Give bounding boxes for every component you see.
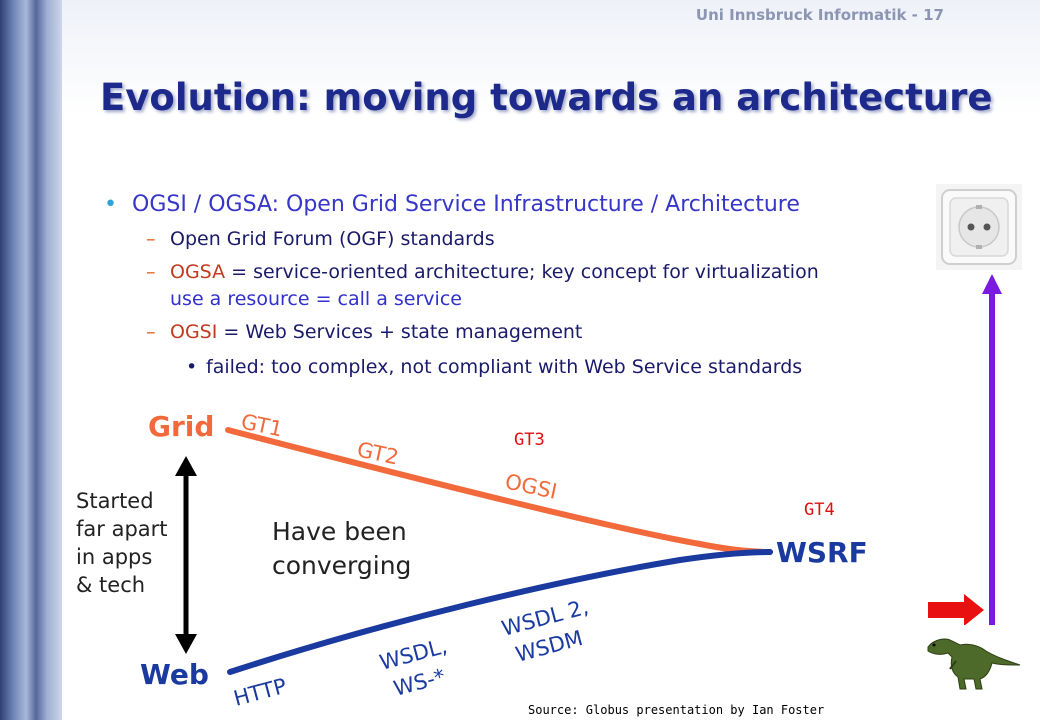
bullet-main-text: OGSI / OGSA: Open Grid Service Infrastru… xyxy=(132,192,800,217)
grid-path-ogsi: OGSI xyxy=(503,469,559,503)
converging-line-1: Have been xyxy=(272,517,407,546)
bullet-sub-ogsi: – OGSI = Web Services + state management xyxy=(100,319,930,346)
ogsa-keyword: OGSA xyxy=(170,261,226,283)
gt3-label: GT3 xyxy=(514,430,545,450)
ogsa-description: = service-oriented architecture; key con… xyxy=(225,261,819,283)
started-line-1: Started xyxy=(76,489,154,513)
bullet-dot: • xyxy=(104,192,117,217)
started-line-2: far apart xyxy=(76,517,168,541)
dinosaur-icon xyxy=(920,625,1024,695)
bullet-dash: – xyxy=(146,261,156,283)
convergence-diagram: Grid Web WSRF GT1 GT2 OGSI HTTP WSDL, WS… xyxy=(76,409,868,711)
bullet-list: • OGSI / OGSA: Open Grid Service Infrast… xyxy=(100,190,930,381)
web-path-http: HTTP xyxy=(231,674,289,711)
ogsi-keyword: OGSI xyxy=(170,321,218,343)
wsrf-label: WSRF xyxy=(776,536,868,569)
bullet-dot: • xyxy=(186,356,198,378)
started-line-3: in apps xyxy=(76,545,152,569)
bullet-dash: – xyxy=(146,321,156,343)
grid-label: Grid xyxy=(148,410,214,443)
gt4-label: GT4 xyxy=(804,500,835,520)
slide-background xyxy=(62,0,1040,720)
converging-line-2: converging xyxy=(272,551,411,580)
bullet-sub-ogf-text: Open Grid Forum (OGF) standards xyxy=(170,228,495,250)
source-caption: Source: Globus presentation by Ian Foste… xyxy=(528,703,825,717)
bullet-subsub-failed: • failed: too complex, not compliant wit… xyxy=(100,354,930,381)
bullet-main: • OGSI / OGSA: Open Grid Service Infrast… xyxy=(100,190,930,220)
sidebar-decoration xyxy=(0,0,62,720)
failed-text: failed: too complex, not compliant with … xyxy=(206,356,803,378)
started-line-4: & tech xyxy=(76,573,145,597)
web-label: Web xyxy=(140,658,209,691)
ogsa-resource-line: use a resource = call a service xyxy=(170,288,462,310)
grid-evolution-line xyxy=(225,427,773,555)
bullet-dash: – xyxy=(146,228,156,250)
web-evolution-line xyxy=(227,549,773,675)
bullet-sub-ogf: – Open Grid Forum (OGF) standards xyxy=(100,226,930,253)
right-arrow-icon xyxy=(928,594,984,626)
power-socket-icon xyxy=(936,184,1022,270)
page-title: Evolution: moving towards an architectur… xyxy=(100,76,993,119)
bullet-sub-ogsa: – OGSA = service-oriented architecture; … xyxy=(100,259,930,313)
ogsi-description: = Web Services + state management xyxy=(217,321,583,343)
page-number: Uni Innsbruck Informatik - 17 xyxy=(695,6,944,24)
up-arrow-icon xyxy=(928,274,1002,626)
double-arrow-icon xyxy=(175,456,197,654)
